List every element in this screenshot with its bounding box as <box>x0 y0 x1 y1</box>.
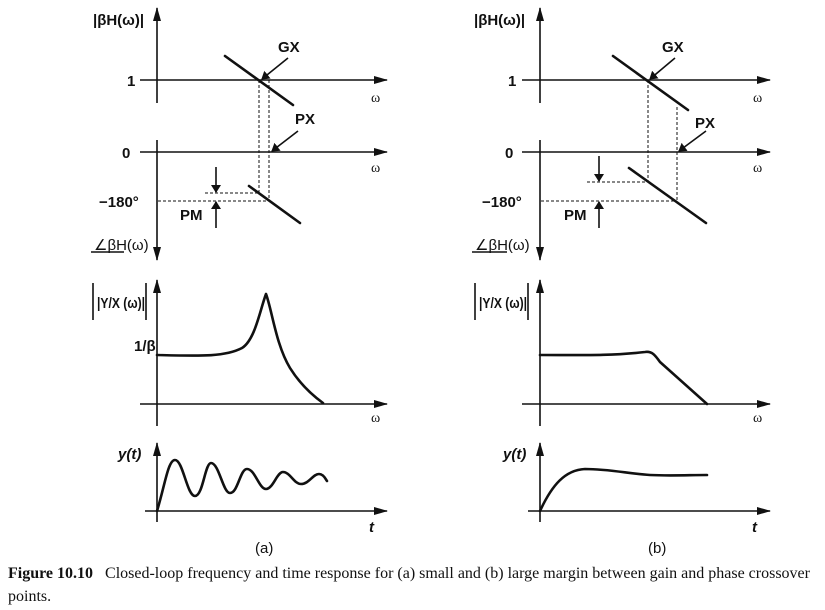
phase-curve <box>247 184 302 225</box>
omega-label: ω <box>371 411 380 426</box>
t-label: t <box>752 519 758 536</box>
t-label: t <box>369 519 375 536</box>
gain-tick-1: 1 <box>508 73 516 90</box>
phase-tick-0: 0 <box>122 145 130 162</box>
px-label: PX <box>295 111 315 128</box>
panel-b: |βH(ω)| 1 ω GX 0 −180° ω PX PM ∠βH(ω) |Y… <box>472 7 771 557</box>
gx-arrow <box>261 57 289 80</box>
phase-curve <box>627 166 708 225</box>
gain-tick-1: 1 <box>127 73 135 90</box>
omega-label: ω <box>753 91 762 106</box>
time-axis-label: y(t) <box>502 446 526 463</box>
time-axis-label: y(t) <box>117 446 141 463</box>
panel-a-sublabel: (a) <box>255 540 273 557</box>
figure-diagram: |βH(ω)| 1 ω GX 0 −180° ω PX PM ∠βH(ω) |Y… <box>91 7 771 557</box>
panel-a: |βH(ω)| 1 ω GX 0 −180° ω PX PM ∠βH(ω) |Y… <box>91 7 388 557</box>
pm-label: PM <box>180 207 203 224</box>
phase-tick-180: −180° <box>482 194 522 211</box>
figure-caption: Figure 10.10 Closed-loop frequency and t… <box>8 562 823 608</box>
ringing-step-response <box>155 458 329 513</box>
gx-arrow <box>649 57 676 80</box>
pm-label: PM <box>564 207 587 224</box>
gain-curve <box>611 54 690 112</box>
omega-label: ω <box>371 161 380 176</box>
phase-tick-0: 0 <box>505 145 513 162</box>
closed-loop-label: |Y/X (ω)| <box>479 295 527 312</box>
px-arrow <box>678 130 707 152</box>
gain-axis-label: |βH(ω)| <box>474 12 525 29</box>
closed-loop-tick: 1/β <box>134 338 156 355</box>
gx-label: GX <box>662 39 684 56</box>
omega-label: ω <box>371 91 380 106</box>
omega-label: ω <box>753 161 762 176</box>
px-label: PX <box>695 115 715 132</box>
closed-loop-label: |Y/X (ω)| <box>97 295 145 312</box>
caption-text: Closed-loop frequency and time response … <box>8 565 810 605</box>
phase-tick-180: −180° <box>99 194 139 211</box>
px-arrow <box>271 130 299 152</box>
phase-axis-label: ∠βH(ω) <box>475 237 530 254</box>
closed-loop-flat-curve <box>538 350 709 406</box>
damped-step-response <box>538 467 709 513</box>
closed-loop-peaking-curve <box>155 292 325 405</box>
figure-number: Figure 10.10 <box>8 565 94 582</box>
gain-axis-label: |βH(ω)| <box>93 12 144 29</box>
phase-axis-label: ∠βH(ω) <box>94 237 149 254</box>
gx-label: GX <box>278 39 300 56</box>
omega-label: ω <box>753 411 762 426</box>
panel-b-sublabel: (b) <box>648 540 666 557</box>
